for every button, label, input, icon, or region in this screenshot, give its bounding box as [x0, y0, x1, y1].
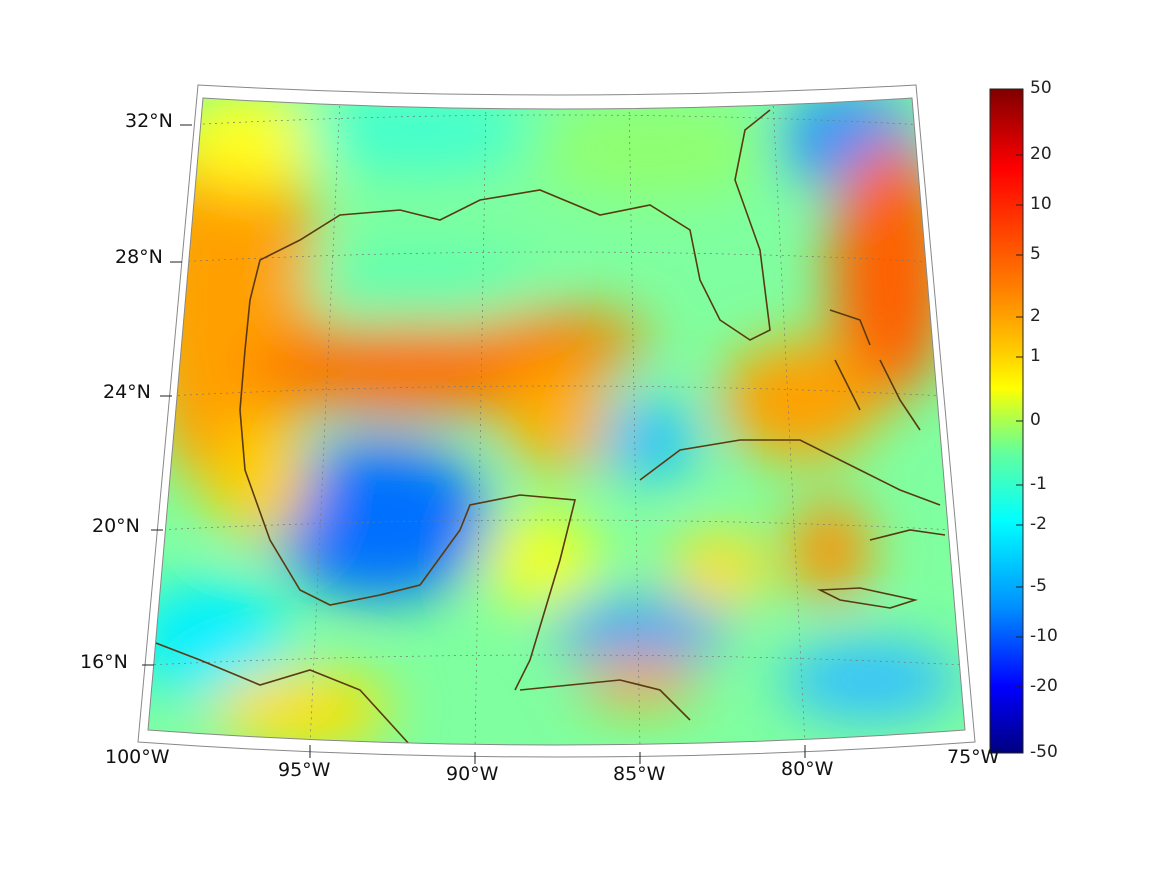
lat-label: 20°N	[92, 515, 140, 537]
lat-label: 16°N	[80, 651, 128, 673]
colorbar-tick-label: -1	[1030, 474, 1047, 494]
lon-label: 85°W	[613, 763, 666, 785]
colorbar-tick-label: 5	[1030, 244, 1041, 264]
lon-label: 95°W	[278, 759, 331, 781]
lon-label: 90°W	[446, 763, 499, 785]
colorbar-tick-label: -50	[1030, 742, 1058, 762]
lat-label: 24°N	[103, 381, 151, 403]
coastline	[148, 109, 946, 745]
map-frame	[147, 97, 966, 746]
colorbar-tick-label: -10	[1030, 626, 1058, 646]
colorbar-tick-label: 1	[1030, 346, 1041, 366]
data-field	[148, 98, 965, 745]
colorbar-tick-label: 10	[1030, 194, 1052, 214]
lon-label: 80°W	[781, 758, 834, 780]
colorbar-tick-label: -2	[1030, 514, 1047, 534]
colorbar-tick-label: -20	[1030, 676, 1058, 696]
lat-label: 32°N	[125, 110, 173, 132]
colorbar-tick-label: 0	[1030, 410, 1041, 430]
colorbar-tick-label: 20	[1030, 144, 1052, 164]
colorbar-tick-label: 2	[1030, 306, 1041, 326]
axis-ticks	[142, 124, 806, 764]
lon-label: 75°W	[947, 746, 1000, 768]
colorbar-tick-label: 50	[1030, 78, 1052, 98]
colorbar-tick-label: -5	[1030, 576, 1047, 596]
lat-label: 28°N	[115, 246, 163, 268]
lon-label: 100°W	[105, 746, 170, 768]
